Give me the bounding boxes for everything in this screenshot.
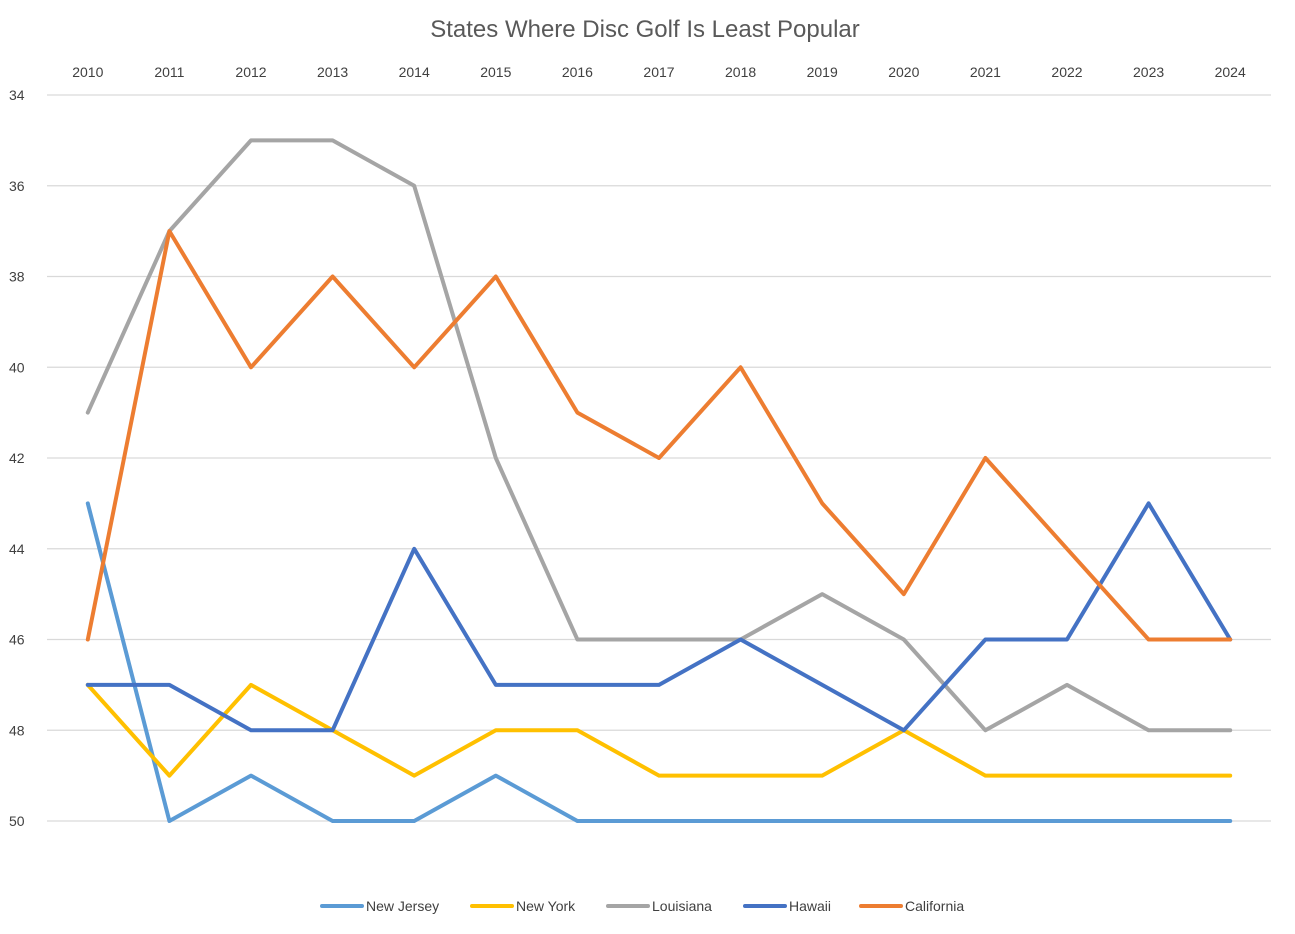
series-line-new-jersey <box>85 501 1233 823</box>
x-tick-label: 2020 <box>888 64 919 80</box>
x-tick-label: 2023 <box>1133 64 1164 80</box>
legend-label: Louisiana <box>652 898 712 914</box>
x-tick-label: 2011 <box>154 64 184 80</box>
series-line-new-york <box>85 682 1233 778</box>
x-axis-ticks: 2010 2011 2012 2013 2014 2015 2016 2017 2018 2019… <box>72 64 1246 80</box>
y-tick-label: 36 <box>9 178 25 194</box>
legend-item-hawaii: Hawaii <box>743 898 831 914</box>
x-tick-label: 2018 <box>725 64 756 80</box>
legend: New Jersey New York Louisiana Hawaii Califor… <box>320 898 964 914</box>
y-tick-label: 38 <box>9 269 25 285</box>
y-tick-label: 50 <box>9 813 25 829</box>
x-tick-label: 2012 <box>235 64 266 80</box>
y-tick-label: 46 <box>9 632 25 648</box>
x-tick-label: 2021 <box>970 64 1001 80</box>
x-tick-label: 2014 <box>399 64 430 80</box>
legend-label: Hawaii <box>789 898 831 914</box>
legend-item-new-york: New York <box>470 898 576 914</box>
y-tick-label: 44 <box>9 541 25 557</box>
legend-item-louisiana: Louisiana <box>606 898 712 914</box>
x-tick-label: 2015 <box>480 64 511 80</box>
y-tick-label: 34 <box>9 87 25 103</box>
x-tick-label: 2016 <box>562 64 593 80</box>
y-axis-ticks: 34 36 38 40 42 44 46 48 50 <box>9 87 25 829</box>
y-tick-label: 48 <box>9 722 25 738</box>
legend-label: New Jersey <box>366 898 439 914</box>
legend-item-new-jersey: New Jersey <box>320 898 439 914</box>
x-tick-label: 2013 <box>317 64 348 80</box>
x-tick-label: 2017 <box>643 64 674 80</box>
x-tick-label: 2019 <box>807 64 838 80</box>
series-line-california <box>85 229 1233 642</box>
series-line-louisiana <box>85 138 1233 733</box>
x-tick-label: 2024 <box>1215 64 1246 80</box>
legend-label: New York <box>516 898 576 914</box>
chart-title: States Where Disc Golf Is Least Popular <box>430 16 860 43</box>
y-tick-label: 40 <box>9 359 25 375</box>
series-line-hawaii <box>85 501 1233 733</box>
legend-item-california: California <box>859 898 964 914</box>
x-tick-label: 2022 <box>1051 64 1082 80</box>
legend-label: California <box>905 898 964 914</box>
y-tick-label: 42 <box>9 450 25 466</box>
x-tick-label: 2010 <box>72 64 103 80</box>
series-lines <box>85 138 1233 823</box>
